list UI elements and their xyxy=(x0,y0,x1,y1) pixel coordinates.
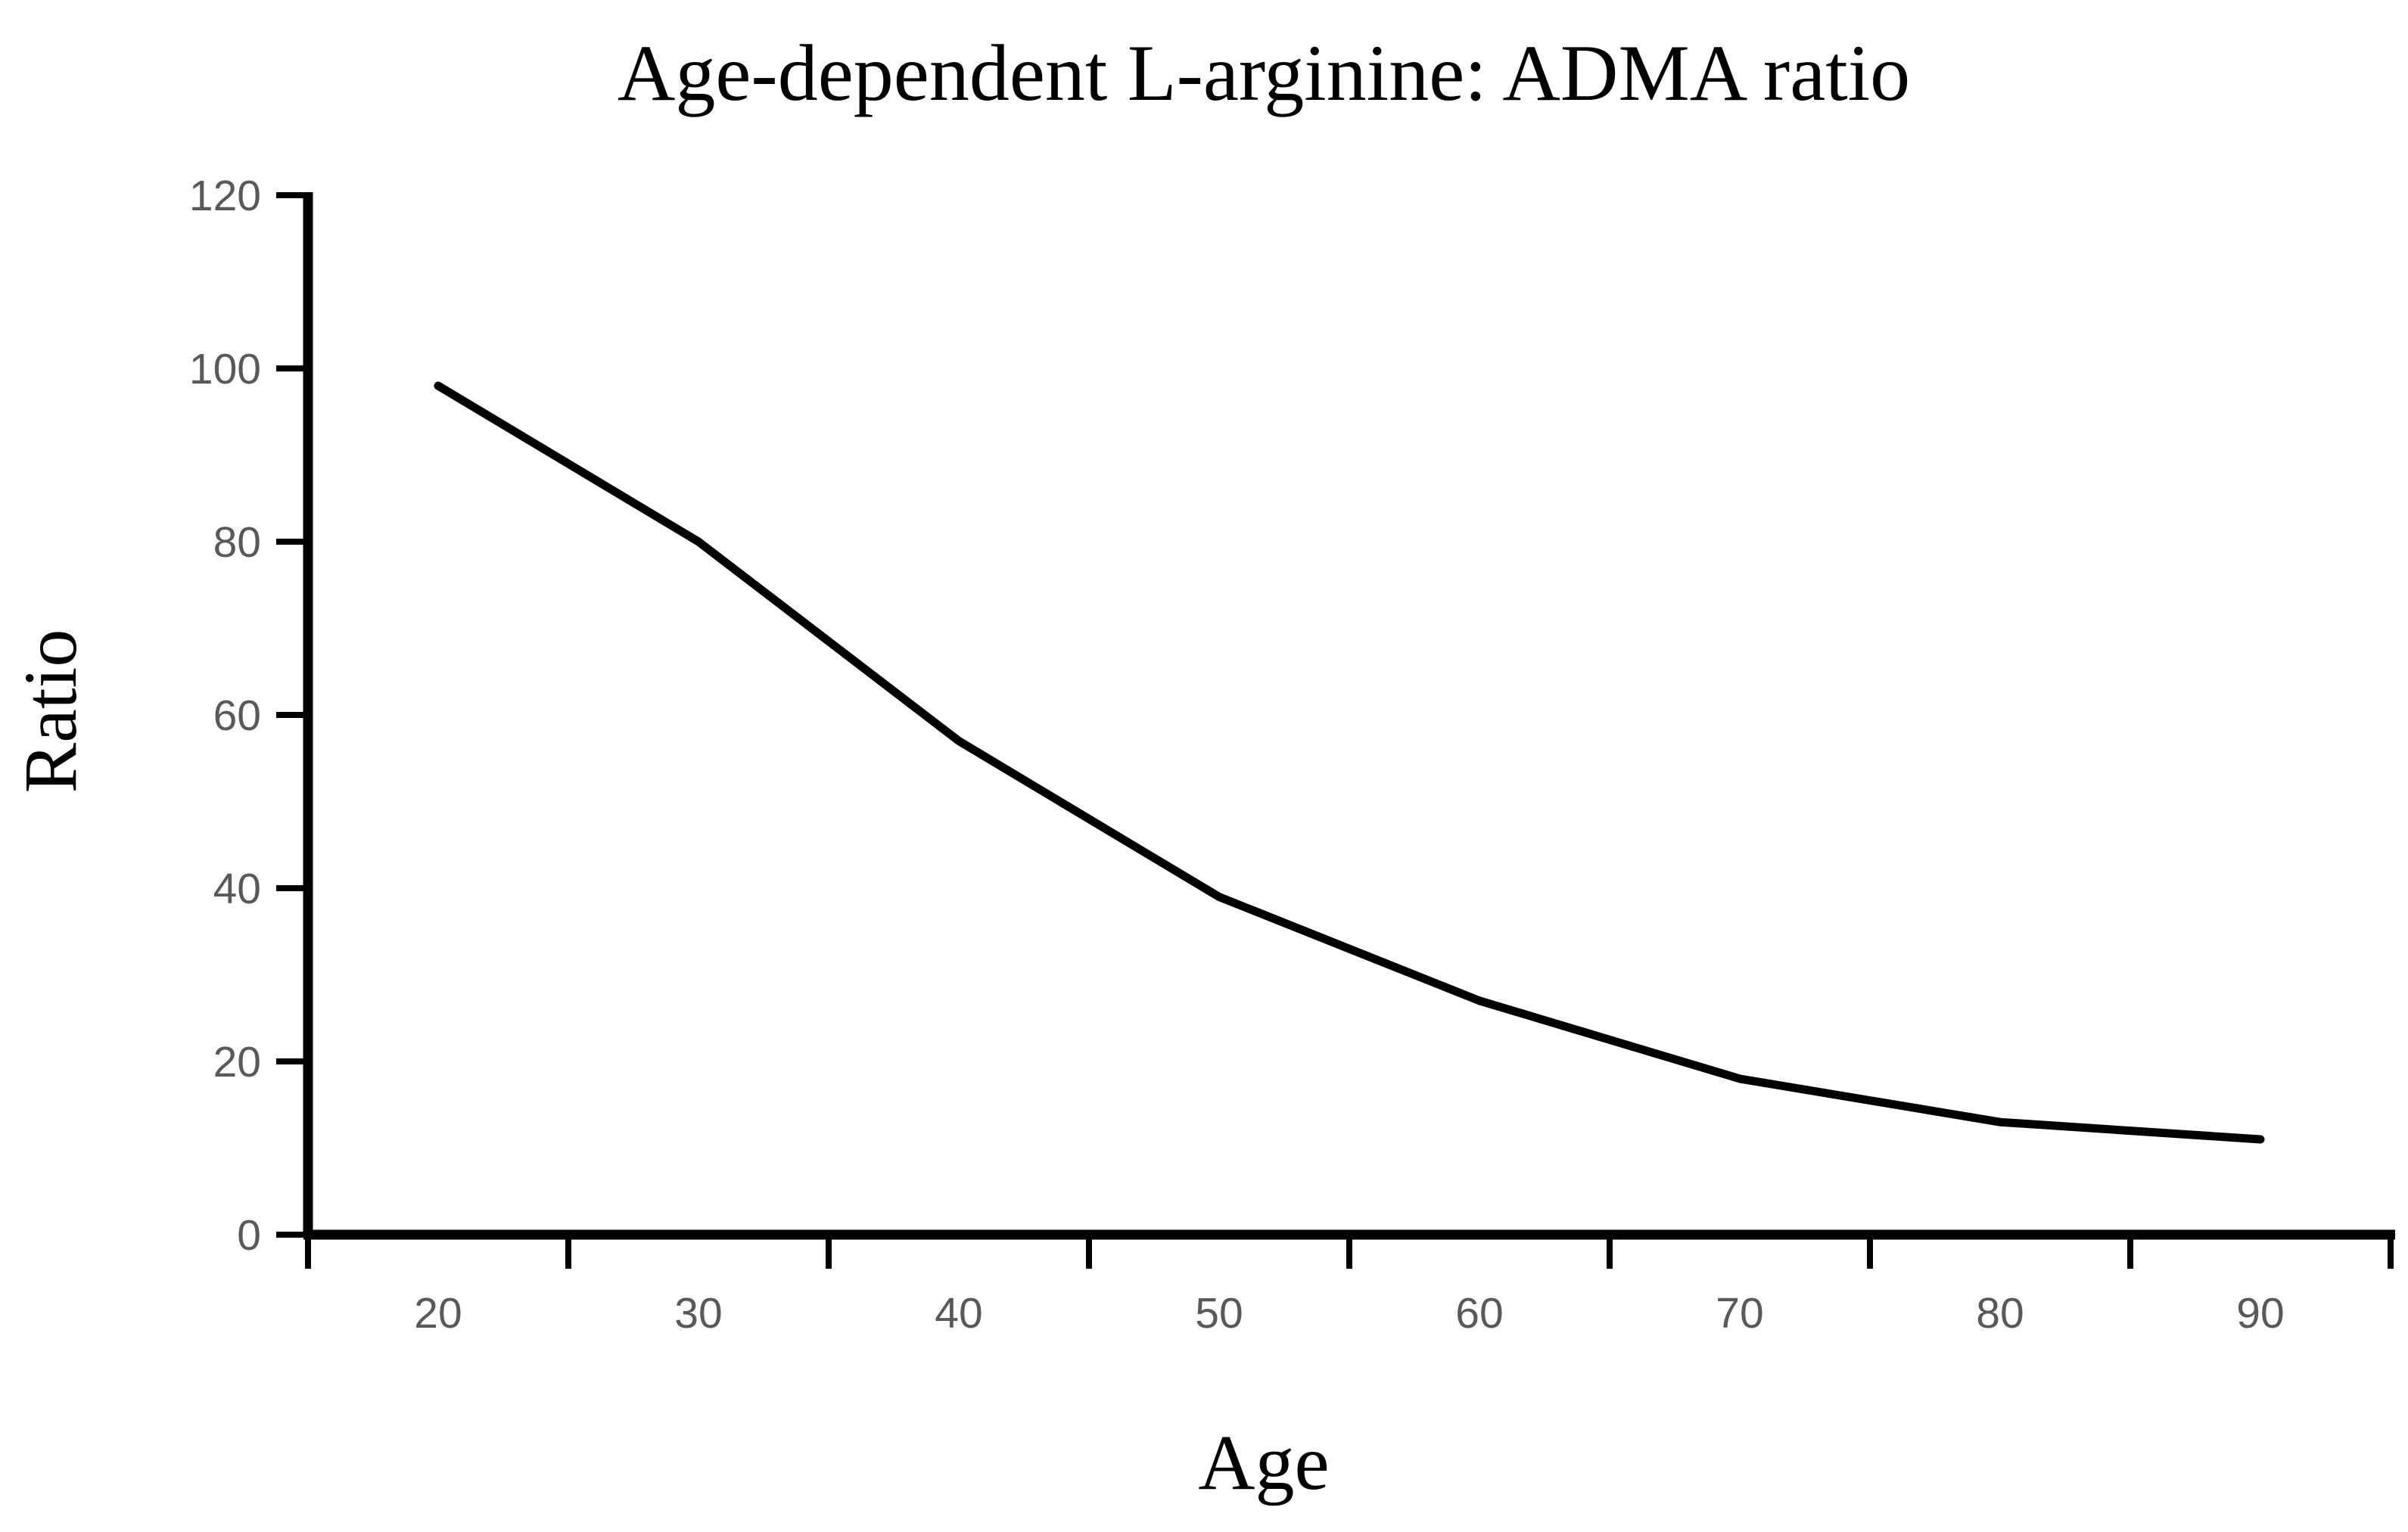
y-tick-label: 40 xyxy=(213,865,261,913)
x-tick-label: 90 xyxy=(2236,1289,2284,1338)
y-tick-label: 80 xyxy=(213,518,261,567)
y-tick-label: 60 xyxy=(213,691,261,740)
x-axis-ticks: 20 30 40 50 60 70 80 90 xyxy=(305,1235,2394,1338)
chart-title: Age-dependent L-arginine: ADMA ratio xyxy=(618,29,1910,117)
y-axis-ticks: 0 20 40 60 80 100 120 xyxy=(189,172,308,1260)
y-tick-label: 120 xyxy=(189,172,261,220)
x-axis-title: Age xyxy=(1198,1419,1329,1506)
x-tick-label: 50 xyxy=(1195,1289,1243,1338)
y-tick-label: 0 xyxy=(237,1211,261,1260)
y-tick-label: 100 xyxy=(189,345,261,393)
x-tick-label: 20 xyxy=(414,1289,462,1338)
x-tick-label: 30 xyxy=(674,1289,722,1338)
x-tick-label: 60 xyxy=(1455,1289,1503,1338)
data-line-series xyxy=(434,381,2265,1144)
x-tick-label: 40 xyxy=(935,1289,982,1338)
x-tick-label: 70 xyxy=(1716,1289,1763,1338)
y-axis-title: Ratio xyxy=(8,629,92,794)
y-tick-label: 20 xyxy=(213,1038,261,1086)
x-tick-label: 80 xyxy=(1976,1289,2024,1338)
